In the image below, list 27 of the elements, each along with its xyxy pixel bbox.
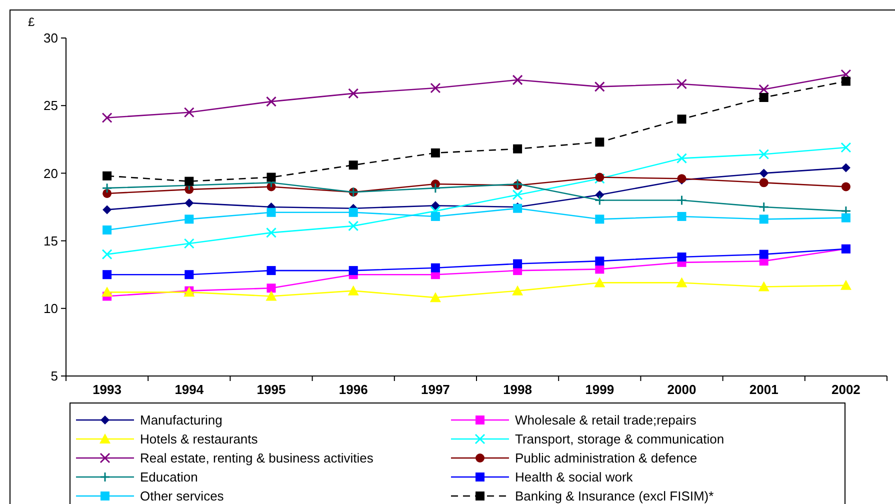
legend-label: Other services: [140, 488, 224, 504]
x-tick-label: 1998: [503, 382, 532, 397]
legend-label: Real estate, renting & business activities: [140, 450, 374, 466]
x-tick-label: 1996: [338, 382, 368, 397]
legend-label: Manufacturing: [140, 412, 222, 428]
legend-label: Hotels & restaurants: [140, 432, 258, 447]
y-axis-title: £: [28, 15, 35, 29]
y-tick-label: 10: [44, 300, 58, 316]
y-tick-label: 25: [44, 98, 58, 114]
x-tick-label: 2001: [749, 382, 778, 397]
x-tick-label: 1995: [256, 382, 286, 397]
y-tick-label: 20: [44, 166, 58, 181]
x-tick-label: 1997: [420, 382, 450, 397]
y-tick-label: 15: [44, 233, 58, 248]
x-tick-label: 2002: [831, 382, 860, 397]
legend-label: Education: [140, 470, 198, 485]
legend-label: Health & social work: [515, 470, 634, 485]
y-tick-label: 5: [50, 368, 58, 384]
legend-label: Wholesale & retail trade;repairs: [515, 412, 697, 428]
x-tick-label: 1999: [585, 382, 614, 397]
x-tick-label: 1993: [92, 382, 122, 397]
legend-label: Banking & Insurance (excl FISIM)*: [515, 488, 714, 504]
y-tick-label: 30: [44, 30, 58, 46]
legend-label: Public administration & defence: [515, 450, 698, 466]
x-tick-label: 2000: [667, 382, 696, 397]
legend-label: Transport, storage & communication: [515, 432, 724, 447]
x-tick-label: 1994: [174, 382, 204, 397]
